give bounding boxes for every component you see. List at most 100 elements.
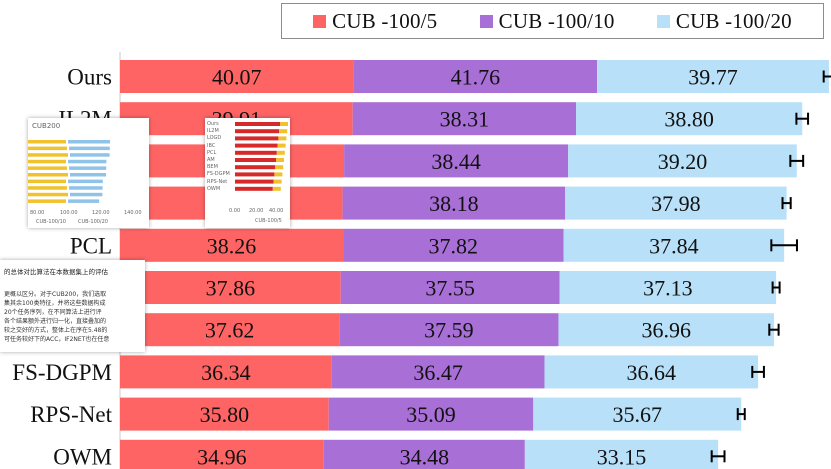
thumb-bar — [28, 192, 68, 197]
thumbnail-tick: 80.00 — [30, 210, 45, 216]
thumb-bar — [28, 140, 66, 144]
thumb-bar — [28, 159, 66, 164]
data-label: 34.96 — [197, 444, 247, 469]
data-label: 37.55 — [425, 276, 475, 301]
category-label: FS-DGPM — [12, 360, 112, 385]
bar-segment — [576, 102, 803, 136]
chart-legend: CUB -100/5 CUB -100/10 CUB -100/20 — [281, 3, 824, 39]
bar-segment — [323, 439, 525, 469]
data-label: 38.80 — [664, 107, 714, 132]
data-label: 37.86 — [206, 276, 256, 301]
data-label: 40.07 — [212, 65, 262, 90]
thumb-bar — [28, 166, 67, 170]
thumbnail-tick: 0.00 — [229, 208, 241, 214]
thumbnail-bars — [28, 140, 110, 203]
data-label: 38.26 — [207, 233, 257, 258]
thumb-bar — [68, 140, 110, 144]
data-label: 35.09 — [406, 402, 456, 427]
thumb-bar — [69, 186, 103, 190]
text-note-overlay: 的总体对比算法在本数据集上的评估 更概以区分。对于CUB200，我们选取 集其余… — [0, 260, 145, 352]
data-label: 37.82 — [429, 233, 479, 258]
data-label: 39.20 — [658, 149, 708, 174]
data-label: 33.15 — [597, 444, 647, 469]
bar-segment — [120, 60, 354, 93]
legend-item-cub-100-5: CUB -100/5 — [313, 9, 437, 34]
thumb-bar — [70, 153, 110, 157]
note-title: 的总体对比算法在本数据集上的评估 — [4, 268, 108, 276]
thumb-bar — [235, 122, 280, 126]
thumbnail-legend: CUB-100/5 — [255, 218, 282, 224]
data-label: 37.98 — [651, 191, 701, 216]
thumbnail-chart-overlay-2: Ours IL2M LOGD IBC PCL AM BEM FS-DGPM RPS-Net OWM… — [205, 118, 290, 228]
thumbnail-title: CUB200 — [32, 122, 61, 130]
thumb-bar — [235, 136, 279, 141]
bar-segment — [353, 60, 598, 93]
thumb-bar — [69, 166, 107, 170]
legend-swatch — [479, 14, 493, 28]
thumb-row-label: IL2M — [207, 128, 219, 135]
thumb-row-label: LOGD — [207, 135, 222, 142]
bar-segment — [597, 60, 829, 93]
thumbnail-tick: 140.00 — [124, 210, 142, 216]
bar-segment — [558, 313, 774, 347]
thumb-bar — [28, 173, 68, 177]
bar-segment — [120, 271, 341, 304]
thumb-bar — [68, 179, 103, 184]
bar-segment — [331, 355, 545, 389]
data-label: 37.84 — [649, 233, 699, 258]
data-label: 39.77 — [688, 65, 738, 90]
thumb-row-label: RPS-Net — [207, 178, 228, 185]
bar-segment — [120, 313, 340, 347]
bar-segment — [120, 439, 324, 469]
thumb-bar — [70, 192, 103, 197]
thumb-bar — [28, 199, 66, 203]
bar-segment — [120, 397, 329, 431]
thumb-bar — [276, 150, 285, 155]
thumbnail-tick: 100.00 — [60, 210, 78, 216]
bar-segment — [533, 397, 742, 431]
legend-label: CUB -100/10 — [498, 8, 615, 33]
legend-label: CUB -100/20 — [675, 8, 792, 33]
thumb-bar — [235, 186, 273, 191]
thumb-bar — [235, 172, 275, 177]
thumb-bar — [69, 146, 110, 151]
note-line: 各个结果额外进行归一化，直接叠加的 — [4, 318, 107, 325]
data-label: 34.48 — [400, 444, 450, 469]
data-label: 37.62 — [205, 318, 255, 343]
data-label: 37.59 — [424, 318, 474, 343]
thumb-bar — [68, 199, 100, 203]
note-line: 较之交好的方式，整体上在序在5.48的 — [4, 327, 108, 334]
data-label: 36.96 — [641, 318, 691, 343]
data-label: 35.80 — [200, 402, 250, 427]
thumb-bar — [279, 129, 288, 134]
data-label: 41.76 — [451, 65, 501, 90]
bar-segment — [120, 355, 332, 389]
legend-swatch — [313, 14, 327, 28]
note-line: 可任务较好下的ACC，IF2NET也在任意 — [4, 336, 110, 343]
note-line: 20个任务序列，在不同算法上进行评 — [4, 309, 102, 316]
thumb-bar — [275, 165, 284, 170]
bar-segment — [544, 355, 759, 389]
thumbnail-bars-2 — [235, 122, 288, 191]
thumb-bar — [235, 158, 276, 162]
bar-segment — [344, 144, 569, 178]
bar-segment — [352, 102, 577, 136]
note-line: 更概以区分。对于CUB200，我们选取 — [4, 291, 107, 298]
thumb-bar — [28, 146, 67, 151]
thumb-bar — [28, 179, 66, 184]
thumb-bar — [28, 186, 67, 190]
thumbnail-chart-overlay: CUB200 80.00 100.00 120.00 140.00 CUB-10… — [28, 118, 149, 228]
thumb-bar — [278, 136, 287, 141]
category-label: RPS-Net — [30, 402, 112, 427]
data-label: 36.47 — [413, 360, 463, 385]
note-line: 集其余100类特征，并将这些数据构成 — [4, 300, 106, 307]
data-label: 36.64 — [627, 360, 677, 385]
thumb-bar — [274, 172, 283, 177]
thumb-bar — [68, 159, 107, 164]
category-label: PCL — [70, 233, 112, 258]
bar-segment — [343, 228, 564, 262]
bar-segment — [568, 144, 797, 178]
thumb-row-label: FS-DGPM — [207, 171, 230, 178]
category-label: OWM — [53, 444, 112, 469]
